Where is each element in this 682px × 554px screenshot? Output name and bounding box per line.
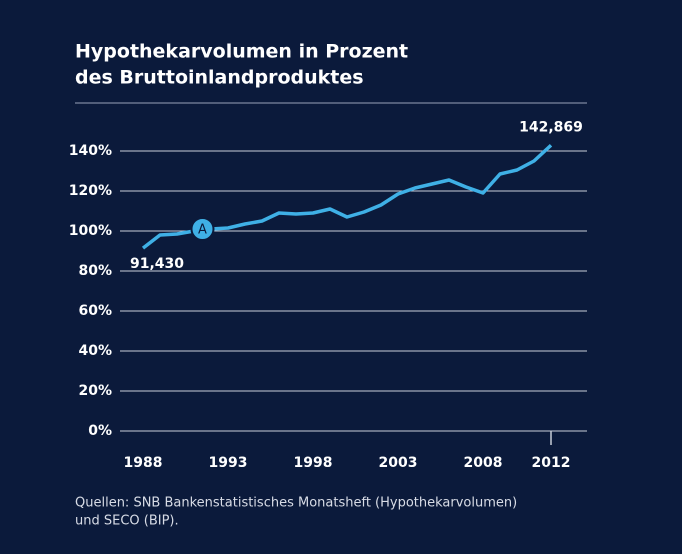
y-tick-label: 100% — [69, 223, 112, 239]
x-tick-label: 1993 — [209, 455, 248, 471]
y-tick-label: 80% — [78, 263, 112, 279]
y-tick-label: 20% — [78, 383, 112, 399]
chart-title: des Bruttoinlandproduktes — [75, 67, 364, 89]
annotation-marker — [190, 217, 215, 241]
x-tick-label: 1998 — [294, 455, 333, 471]
y-tick-label: 0% — [88, 423, 112, 439]
y-tick-label: 60% — [78, 303, 112, 319]
source: Quellen: SNB Bankenstatistisches Monatsh… — [75, 496, 517, 511]
y-tick-label: 120% — [69, 183, 112, 199]
x-tick-label: 2008 — [464, 455, 503, 471]
x-tick-label: 1988 — [124, 455, 163, 471]
y-tick-label: 40% — [78, 343, 112, 359]
data-label: 91,430 — [130, 256, 184, 272]
x-tick-label: 2003 — [379, 455, 418, 471]
source: und SECO (BIP). — [75, 514, 179, 529]
chart-title: Hypothekarvolumen in Prozent — [75, 41, 408, 63]
x-tick-label: 2012 — [532, 455, 571, 471]
y-tick-label: 140% — [69, 143, 112, 159]
data-label: 142,869 — [519, 119, 583, 135]
annotation: A — [198, 223, 207, 238]
